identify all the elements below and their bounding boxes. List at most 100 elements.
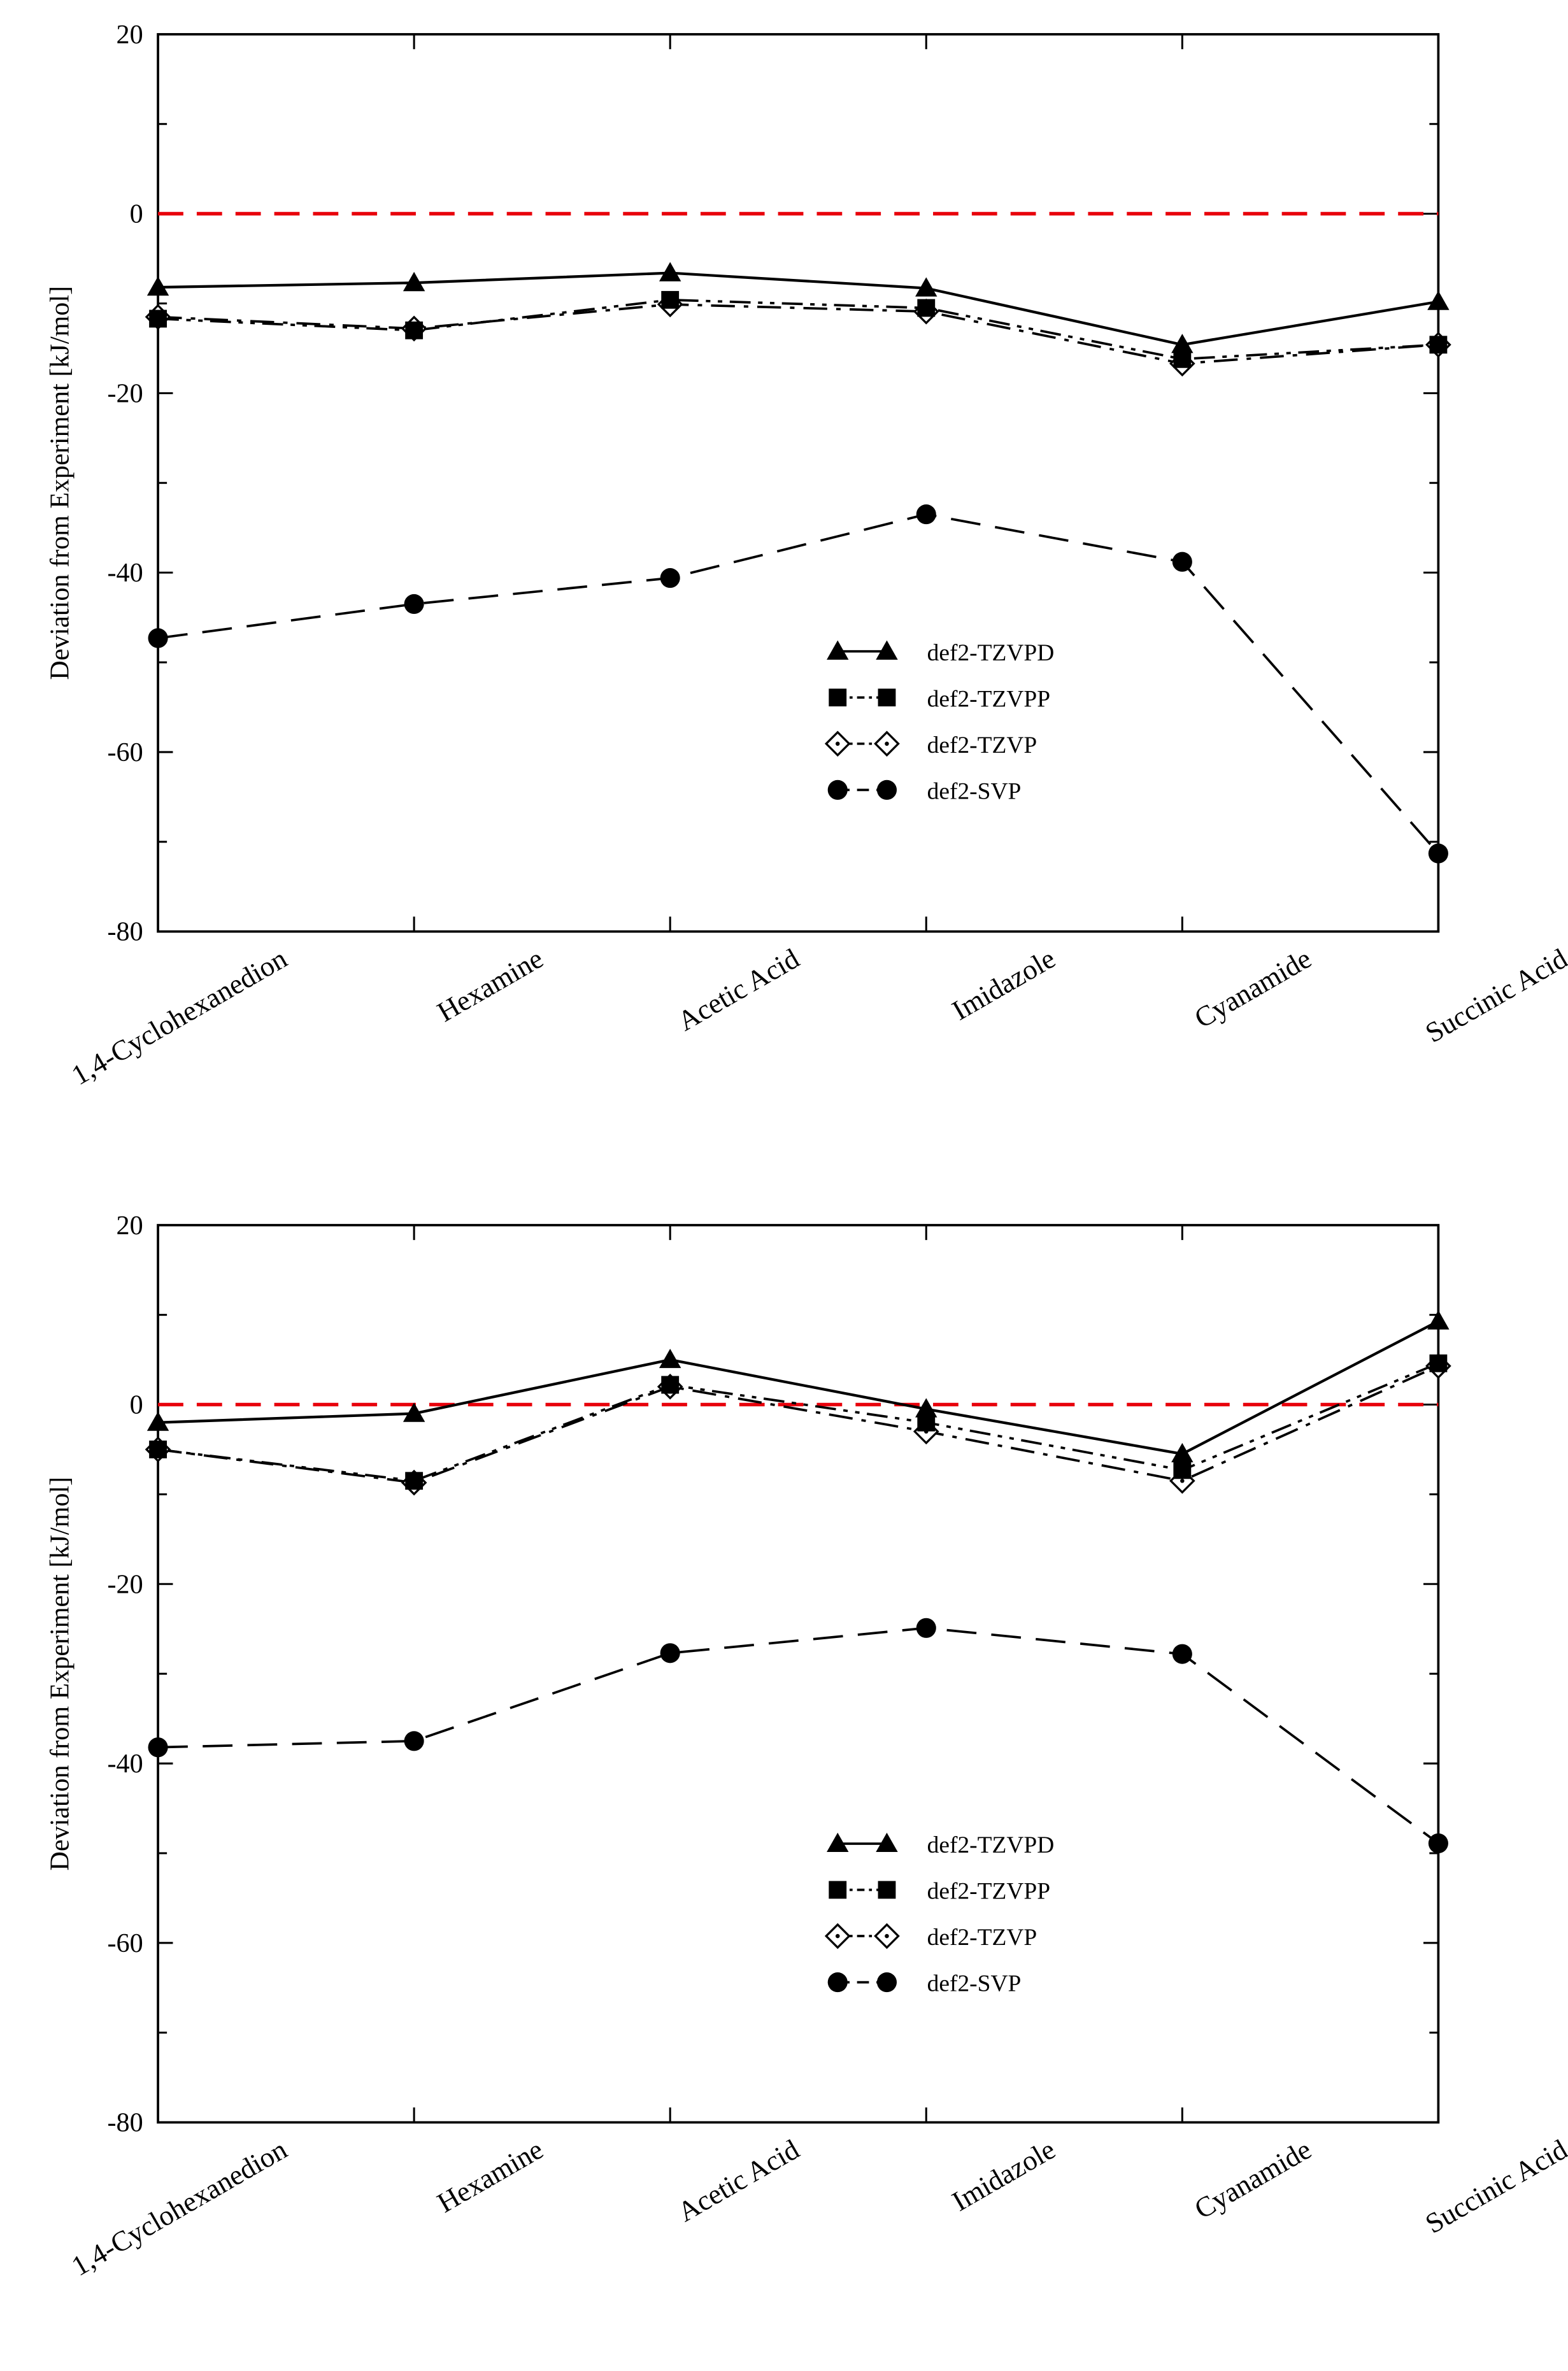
data-point-def2-TZVPD	[1171, 334, 1194, 353]
series-line-def2-TZVP	[157, 303, 1439, 365]
y-tick-label: -40	[108, 558, 143, 588]
data-point-def2-TZVPP	[405, 321, 424, 339]
data-point-def2-TZVPP	[149, 1441, 167, 1458]
x-tick-label: Acetic Acid	[672, 2133, 804, 2228]
y-tick-label: -80	[108, 2108, 143, 2138]
data-point-def2-TZVPD	[915, 1398, 937, 1418]
legend-marker-def2-TZVP-dot	[835, 741, 840, 746]
x-tick-label: Cyanamide	[1189, 943, 1316, 1035]
data-point-def2-TZVP-dot	[1180, 1478, 1185, 1483]
legend-marker-def2-SVP	[827, 1972, 848, 1993]
data-point-def2-SVP	[1172, 1644, 1192, 1664]
y-tick-label: -60	[108, 737, 143, 767]
legend-marker-def2-SVP	[876, 780, 897, 800]
series-line-def2-SVP	[157, 513, 1439, 855]
legend-marker-def2-TZVP	[824, 730, 851, 757]
legend-marker-def2-TZVP-dot	[885, 741, 889, 746]
data-point-def2-SVP	[660, 1643, 680, 1663]
legend-marker-def2-TZVP	[874, 1923, 900, 1949]
legend-marker-def2-TZVPP	[878, 688, 896, 707]
data-point-def2-TZVPD	[146, 1411, 169, 1431]
y-tick-label: -20	[108, 378, 143, 408]
data-point-def2-SVP	[148, 628, 168, 648]
series-line-def2-TZVP	[157, 1365, 1439, 1484]
y-tick-label: -60	[108, 1928, 143, 1958]
data-point-def2-TZVPP	[1173, 1461, 1192, 1479]
legend-label: def2-TZVP	[927, 732, 1037, 758]
data-point-def2-TZVPD	[659, 1348, 681, 1369]
y-axis-label: Deviation from Experiment [kJ/mol]	[45, 1477, 75, 1871]
data-point-def2-SVP	[1428, 1833, 1448, 1853]
legend-label: def2-TZVP	[927, 1925, 1037, 1951]
legend-label: def2-TZVPP	[927, 686, 1050, 712]
legend-label: def2-TZVPP	[927, 1879, 1050, 1905]
y-tick-label: -40	[108, 1749, 143, 1779]
y-axis-label: Deviation from Experiment [kJ/mol]	[45, 286, 75, 680]
legend-label: def2-SVP	[927, 1971, 1022, 1997]
y-tick-label: -80	[108, 917, 143, 947]
legend-marker-def2-TZVP	[874, 730, 900, 757]
data-point-def2-TZVPD	[146, 276, 169, 296]
series-line-def2-TZVPD	[158, 271, 1439, 346]
y-tick-label: 20	[117, 1211, 143, 1241]
data-point-def2-TZVPP	[149, 310, 167, 328]
legend-label: def2-TZVPD	[927, 1832, 1055, 1858]
legend-marker-def2-TZVP-dot	[885, 1933, 889, 1939]
data-point-def2-SVP	[660, 568, 680, 588]
legend-marker-def2-TZVPP	[878, 1881, 896, 1899]
chart-panel-bottom: 20 0 -20 -40 -60 -80 Deviation from Experiment…	[45, 1211, 1568, 2282]
data-point-def2-TZVPD	[659, 262, 681, 281]
legend-marker-def2-TZVPD	[876, 640, 898, 660]
data-point-def2-SVP	[1428, 843, 1448, 864]
data-point-def2-TZVPD	[403, 271, 425, 292]
legend-label: def2-TZVPD	[927, 640, 1055, 666]
legend-marker-def2-TZVPD	[827, 1832, 849, 1853]
x-tick-label: Succinic Acid	[1420, 2133, 1568, 2239]
data-point-def2-TZVPD	[1427, 1310, 1450, 1330]
data-point-def2-TZVPP	[661, 1376, 680, 1394]
legend-marker-def2-TZVPP	[829, 688, 847, 707]
legend-marker-def2-SVP	[827, 780, 848, 800]
plot-frame	[157, 32, 1440, 933]
data-point-def2-SVP	[916, 504, 936, 525]
y-tick-label: 20	[117, 20, 143, 50]
legend-marker-def2-TZVP	[824, 1923, 851, 1949]
x-tick-label: Succinic Acid	[1420, 943, 1568, 1049]
chart-panel-top: 20 0 -20 -40 -60 -80 Deviation from Experiment…	[45, 20, 1568, 1092]
legend: def2-TZVPD def2-TZVPP def2-TZVP def2-SVP	[824, 1832, 1055, 1997]
data-point-def2-TZVPP	[1429, 336, 1448, 354]
data-point-def2-TZVPP	[661, 290, 680, 309]
data-point-def2-SVP	[404, 594, 424, 615]
y-tick-label: -20	[108, 1569, 143, 1599]
legend: def2-TZVPD def2-TZVPP def2-TZVP def2-SVP	[824, 640, 1055, 804]
legend-marker-def2-TZVPP	[829, 1881, 847, 1899]
legend-marker-def2-SVP	[876, 1972, 897, 1993]
x-tick-label: 1,4-Cyclohexanedion	[66, 943, 292, 1092]
data-point-def2-SVP	[1172, 552, 1192, 572]
data-point-def2-TZVPP	[1173, 350, 1192, 368]
y-tick-label: 0	[130, 1390, 143, 1420]
y-tick-label: 0	[130, 199, 143, 229]
legend-label: def2-SVP	[927, 778, 1022, 804]
data-point-def2-TZVPD	[1427, 290, 1450, 310]
series-line-def2-TZVPD	[157, 1320, 1439, 1456]
data-point-def2-TZVPD	[1171, 1442, 1194, 1463]
x-tick-label: 1,4-Cyclohexanedion	[66, 2133, 292, 2282]
data-point-def2-SVP	[916, 1618, 936, 1638]
plot-frame	[157, 1223, 1440, 2124]
data-point-def2-SVP	[404, 1731, 424, 1751]
data-point-def2-TZVPD	[403, 1402, 425, 1422]
x-tick-label: Acetic Acid	[672, 943, 804, 1037]
data-point-def2-SVP	[148, 1737, 168, 1758]
legend-marker-def2-TZVPD	[827, 640, 849, 660]
x-tick-label: Imidazole	[946, 943, 1060, 1027]
x-tick-label: Imidazole	[946, 2133, 1060, 2217]
x-tick-label: Cyanamide	[1189, 2133, 1316, 2225]
series-line-def2-TZVPP	[157, 298, 1439, 360]
data-point-def2-TZVPD	[915, 277, 937, 297]
series-line-def2-SVP	[158, 1627, 1439, 1844]
x-tick-label: Hexamine	[432, 2133, 548, 2219]
series-line-def2-TZVPP	[157, 1362, 1439, 1483]
x-tick-label: Hexamine	[432, 943, 548, 1029]
